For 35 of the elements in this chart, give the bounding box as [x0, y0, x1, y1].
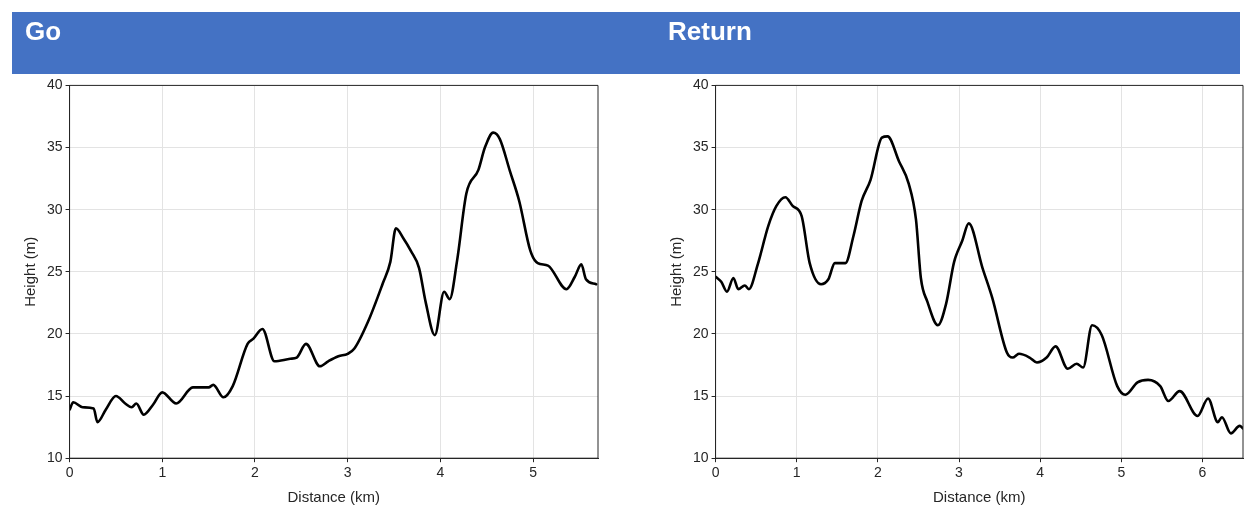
line-series	[69, 131, 598, 424]
x-tick-label: 2	[251, 464, 260, 481]
x-tick-label: 3	[343, 464, 352, 481]
y-tick-label: 20	[46, 324, 63, 341]
x-tick-label: 4	[1036, 464, 1045, 481]
y-tick-label: 30	[692, 200, 709, 217]
line-series	[715, 135, 1243, 435]
y-axis-title: Height (m)	[21, 236, 39, 307]
x-axis-title: Distance (km)	[287, 488, 381, 506]
x-tick-label: 2	[873, 464, 882, 481]
y-tick-label: 25	[46, 262, 63, 279]
y-tick-label: 15	[692, 386, 709, 403]
chart-title: Return	[668, 16, 752, 46]
chart-title: Go	[25, 16, 62, 46]
x-tick-label: 0	[711, 464, 720, 481]
y-tick-label: 25	[692, 262, 709, 279]
y-tick-label: 30	[46, 200, 63, 217]
y-axis-title: Height (m)	[667, 236, 685, 307]
y-tick-label: 35	[46, 138, 63, 155]
x-tick-label: 1	[792, 464, 801, 481]
x-tick-label: 0	[65, 464, 74, 481]
x-tick-label: 4	[436, 464, 445, 481]
y-tick-label: 40	[692, 76, 709, 93]
y-tick-label: 15	[46, 386, 63, 403]
x-tick-label: 6	[1198, 464, 1207, 481]
x-tick-label: 1	[158, 464, 167, 481]
y-tick-label: 40	[46, 76, 63, 93]
y-tick-label: 10	[46, 449, 63, 466]
y-tick-label: 20	[692, 324, 709, 341]
x-axis-title: Distance (km)	[933, 488, 1026, 506]
x-tick-label: 5	[529, 464, 538, 481]
x-tick-label: 5	[1117, 464, 1126, 481]
y-tick-label: 35	[692, 138, 709, 155]
x-tick-label: 3	[955, 464, 964, 481]
y-tick-label: 10	[692, 449, 709, 466]
